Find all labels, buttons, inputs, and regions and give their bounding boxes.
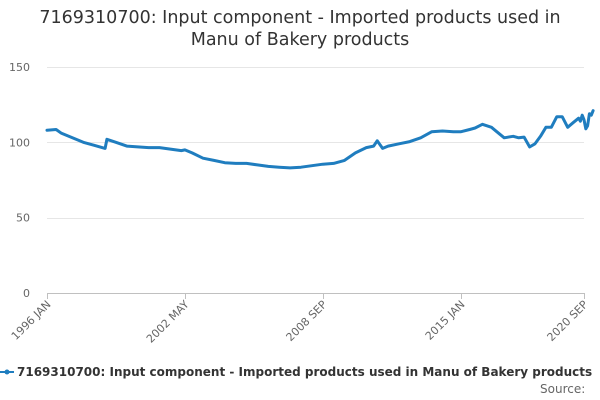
y-tick-label: 50 bbox=[16, 212, 30, 225]
series-layer bbox=[45, 109, 595, 170]
legend-marker bbox=[4, 369, 10, 375]
x-tick-label: 2008 SEP bbox=[284, 298, 330, 344]
series-line-0[interactable] bbox=[45, 109, 595, 170]
y-tick-label: 150 bbox=[9, 61, 30, 74]
legend-symbol bbox=[0, 369, 14, 375]
y-tick-label: 0 bbox=[23, 287, 30, 300]
chart-title-line-2: Manu of Bakery products bbox=[190, 30, 410, 50]
x-tick-label: 2015 JAN bbox=[423, 298, 468, 343]
y-tick-label: 100 bbox=[9, 136, 30, 149]
x-tick-label: 2020 SEP bbox=[545, 298, 591, 344]
grid-lines bbox=[47, 67, 584, 294]
axes: 0 50 100 150 1996 JAN 2002 MAY 2008 SEP 2015 JA… bbox=[9, 61, 591, 346]
chart-title-line-1: 7169310700: Input component - Imported p… bbox=[39, 8, 561, 28]
legend-label: 7169310700: Input component - Imported p… bbox=[17, 365, 593, 379]
x-tick-label: 2002 MAY bbox=[144, 298, 192, 346]
chart-title: 7169310700: Input component - Imported p… bbox=[0, 7, 600, 51]
x-tick-label: 1996 JAN bbox=[9, 298, 54, 343]
source-label: Source: bbox=[540, 382, 586, 396]
